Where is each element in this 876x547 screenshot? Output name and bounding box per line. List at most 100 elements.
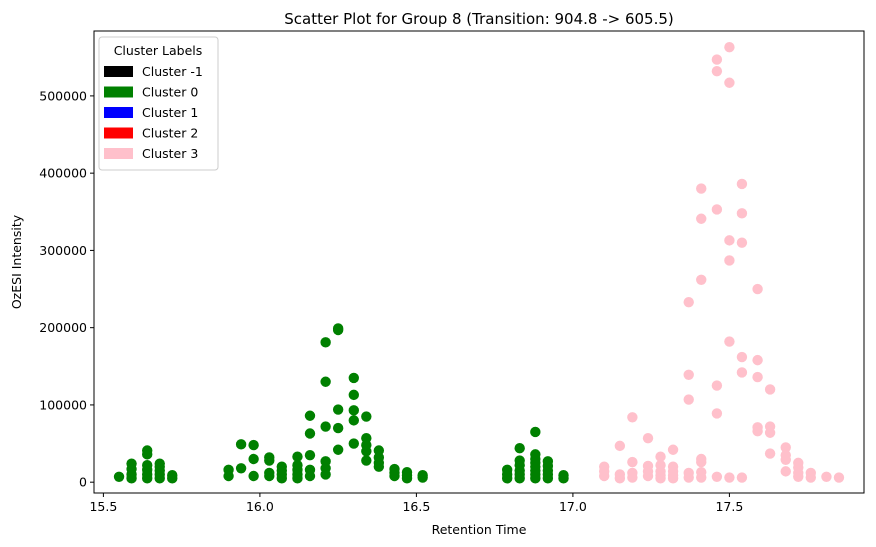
data-point-s0-97 [542,456,554,467]
data-point-s1-35 [696,183,707,194]
data-point-s1-66 [780,442,791,453]
data-point-s0-63 [361,411,372,422]
data-point-s0-24 [248,439,259,451]
data-point-s1-23 [667,444,679,455]
data-point-s0-37 [292,451,303,462]
data-point-s0-19 [223,464,234,476]
x-tick-label: 17.0 [559,499,587,514]
x-axis-label: Retention Time [432,522,527,537]
data-point-s0-99 [558,470,569,481]
data-point-s1-43 [724,336,735,347]
legend-label: Cluster 3 [142,146,198,161]
data-point-s1-48 [736,472,748,483]
legend-label: Cluster 0 [142,85,198,100]
data-point-s0-49 [332,444,344,455]
data-point-s1-42 [724,472,735,483]
legend-swatch [104,127,133,139]
data-point-s1-57 [752,354,763,366]
chart-title: Scatter Plot for Group 8 (Transition: 90… [284,10,674,28]
data-point-s0-92 [530,426,541,438]
data-point-s0-45 [320,456,331,467]
data-point-s1-8 [627,456,638,468]
data-point-s0-42 [304,410,316,421]
data-point-s1-4 [614,469,626,480]
x-tick-label: 16.5 [402,499,430,514]
data-point-s0-83 [514,455,525,466]
data-point-s1-32 [696,453,707,465]
legend-title: Cluster Labels [114,43,203,58]
data-point-s1-61 [764,421,776,432]
data-point-s0-21 [235,439,247,450]
data-point-s0-59 [361,455,372,466]
data-point-s1-2 [599,461,610,472]
data-point-s1-7 [627,467,638,479]
y-axis-label: OzESI Intensity [9,214,24,309]
legend-label: Cluster 1 [142,105,198,120]
legend-swatch [104,66,133,77]
data-point-s0-73 [401,466,413,478]
data-point-s1-59 [764,448,776,459]
data-point-s1-62 [764,384,776,395]
data-point-s0-48 [320,337,331,348]
data-point-s1-47 [724,42,735,53]
data-point-s1-37 [711,408,723,419]
data-point-s1-72 [805,467,816,479]
data-point-s1-41 [711,54,723,65]
data-point-s1-34 [696,213,707,224]
data-point-s1-5 [614,440,626,452]
data-point-s0-54 [348,438,359,449]
legend-entries: Cluster -1 Cluster 0 Cluster 1 Cluster 2 Clu… [104,64,203,161]
data-point-s1-33 [696,274,707,285]
data-point-s1-40 [711,65,723,77]
data-point-s0-67 [373,445,385,456]
data-point-s1-52 [736,208,748,219]
data-point-s1-18 [655,451,666,462]
y-tick-label: 500000 [39,88,87,103]
data-point-s1-26 [683,394,694,405]
y-tick-label: 200000 [39,320,87,335]
data-point-s0-10 [142,445,153,456]
data-point-s1-27 [683,369,694,380]
data-point-s1-45 [724,235,735,246]
y-tick-label: 400000 [39,166,87,181]
data-point-s1-51 [736,237,748,248]
data-point-s0-17 [167,470,178,481]
data-point-s1-12 [642,460,654,472]
data-point-s1-49 [736,367,748,378]
data-point-s0-41 [304,428,316,439]
x-axis: 15.5 16.0 16.5 17.0 17.5 [89,493,743,514]
data-point-s1-9 [627,412,638,423]
data-point-s1-22 [667,461,679,472]
data-point-s0-26 [264,467,275,479]
data-point-s1-38 [711,380,723,391]
data-point-s1-70 [793,457,804,469]
plot-frame [93,30,865,494]
data-point-s0-84 [514,442,525,454]
data-point-s1-25 [683,467,694,479]
data-point-s0-91 [530,449,541,460]
data-point-s0-15 [154,458,165,469]
data-point-s0-0 [113,471,125,482]
data-point-s0-36 [292,459,303,471]
data-point-s1-63 [780,466,791,477]
data-point-s0-51 [332,404,344,415]
points-layer [113,42,845,484]
data-point-s0-62 [361,432,372,444]
data-point-s0-39 [304,464,316,476]
data-point-s1-17 [655,459,666,471]
legend-swatch [104,148,133,159]
data-point-s0-22 [248,470,259,482]
data-point-s0-56 [348,405,359,416]
data-point-s1-36 [711,471,723,482]
data-point-s0-50 [332,422,344,434]
data-point-s0-75 [417,470,428,481]
data-point-s0-28 [264,452,275,463]
data-point-s0-4 [126,458,137,469]
data-point-s0-55 [348,415,359,426]
data-point-s0-23 [248,453,259,465]
y-tick-label: 0 [79,475,87,490]
data-point-s1-13 [642,432,654,444]
y-tick-label: 300000 [39,243,87,258]
